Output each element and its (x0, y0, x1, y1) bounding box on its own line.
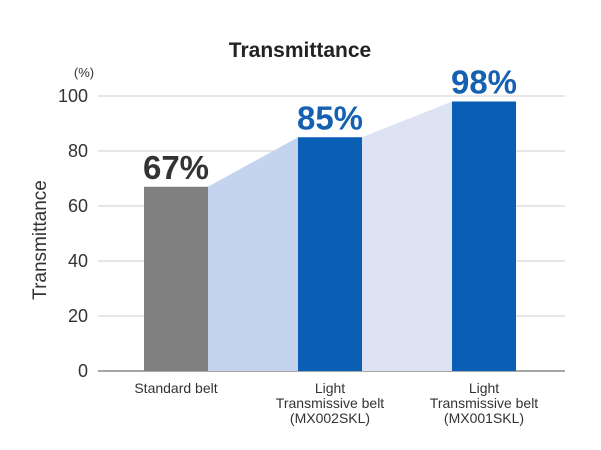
y-tick-0: 0 (78, 361, 88, 381)
y-ticks: 0 20 40 60 80 100 (58, 86, 88, 381)
category-labels: Standard belt Light Transmissive belt (MX00… (134, 380, 538, 426)
comparison-bands (208, 101, 452, 371)
y-tick-20: 20 (68, 306, 88, 326)
bars (144, 101, 516, 371)
category-label-2: Light Transmissive belt (MX002SKL) (276, 380, 385, 426)
y-axis-label: Transmittance (30, 180, 51, 300)
band-1 (208, 137, 298, 371)
category-label-2-line-2: Transmissive belt (276, 395, 385, 411)
y-tick-80: 80 (68, 141, 88, 161)
data-label-2: 85% (297, 99, 363, 136)
category-label-2-line-3: (MX002SKL) (290, 410, 370, 426)
category-label-2-line-1: Light (315, 380, 345, 396)
data-label-1: 67% (143, 149, 209, 186)
bar-1 (144, 186, 208, 371)
category-label-3-line-3: (MX001SKL) (444, 410, 524, 426)
bar-2 (298, 137, 362, 371)
y-tick-60: 60 (68, 196, 88, 216)
data-labels: 67% 85% 98% (143, 64, 517, 186)
bar-3 (452, 101, 516, 371)
category-label-3: Light Transmissive belt (MX001SKL) (430, 380, 539, 426)
y-unit-label: (%) (74, 65, 94, 80)
category-label-3-line-1: Light (469, 380, 499, 396)
y-tick-40: 40 (68, 251, 88, 271)
data-label-3: 98% (451, 64, 517, 101)
category-label-1: Standard belt (134, 380, 217, 396)
y-tick-100: 100 (58, 86, 88, 106)
category-label-1-line-1: Standard belt (134, 380, 217, 396)
category-label-3-line-2: Transmissive belt (430, 395, 539, 411)
chart-title: Transmittance (229, 39, 371, 62)
band-2 (362, 101, 452, 371)
